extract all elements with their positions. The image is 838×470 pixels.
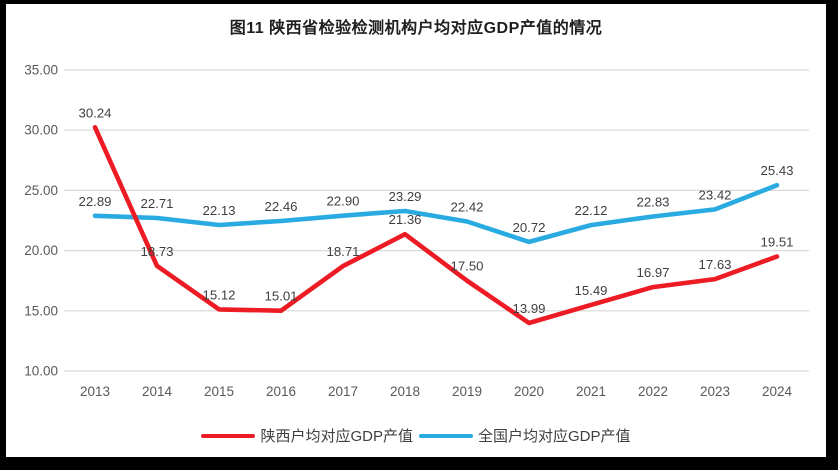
x-tick-label: 2022 (638, 384, 668, 399)
series-line (92, 125, 780, 326)
legend-swatch-blue-line (419, 433, 473, 438)
chart-frame: 图11 陕西省检验检测机构户均对应GDP产值的情况 10.00 15.00 20.0… (6, 4, 826, 457)
data-label: 22.46 (264, 199, 297, 214)
data-label: 22.42 (450, 199, 483, 214)
legend-item-shaanxi: 陕西户均对应GDP产值 (201, 425, 413, 446)
x-tick-label: 2017 (328, 384, 358, 399)
x-tick-label: 2021 (576, 384, 606, 399)
legend-swatch-red-line (201, 433, 256, 438)
data-label: 22.12 (574, 203, 607, 218)
data-label: 18.73 (140, 244, 173, 259)
y-tick-label: 25.00 (24, 183, 58, 198)
x-tick-label: 2018 (390, 384, 420, 399)
legend-item-national: 全国户均对应GDP产值 (419, 425, 631, 446)
data-label: 23.42 (698, 187, 731, 202)
y-tick-label: 35.00 (24, 63, 58, 78)
y-tick-label: 10.00 (24, 364, 58, 379)
line-chart: 10.00 15.00 20.00 25.00 30.00 35.00 2013 2014 20… (24, 63, 809, 399)
data-label: 22.71 (140, 196, 173, 211)
x-tick-label: 2014 (142, 384, 173, 399)
data-label: 22.13 (202, 203, 235, 218)
data-label: 23.29 (388, 189, 421, 204)
data-label: 19.51 (760, 234, 793, 249)
x-tick-label: 2024 (762, 384, 793, 399)
data-label: 15.12 (202, 287, 235, 302)
data-label: 15.01 (264, 289, 297, 304)
y-tick-label: 30.00 (24, 123, 58, 138)
x-tick-label: 2013 (80, 384, 110, 399)
x-tick-label: 2019 (452, 384, 482, 399)
data-label: 16.97 (636, 265, 669, 280)
data-label: 13.99 (512, 301, 545, 316)
data-label: 21.36 (388, 212, 421, 227)
x-tick-label: 2016 (266, 384, 296, 399)
data-label: 25.43 (760, 163, 793, 178)
data-label: 17.63 (698, 257, 731, 272)
legend-label-national: 全国户均对应GDP产值 (478, 428, 631, 445)
chart-title: 图11 陕西省检验检测机构户均对应GDP产值的情况 (229, 20, 603, 37)
x-tick-label: 2020 (514, 384, 544, 399)
y-tick-label: 20.00 (24, 243, 58, 258)
data-label: 22.89 (78, 194, 111, 209)
data-label: 17.50 (450, 259, 483, 274)
series-line (92, 182, 780, 245)
x-tick-label: 2023 (700, 384, 730, 399)
data-label: 30.24 (78, 105, 111, 120)
y-tick-label: 15.00 (24, 303, 58, 318)
data-label: 22.90 (326, 194, 359, 209)
x-tick-label: 2015 (204, 384, 234, 399)
legend-label-shaanxi: 陕西户均对应GDP产值 (260, 428, 413, 445)
data-label: 20.72 (512, 220, 545, 235)
data-label: 15.49 (574, 283, 607, 298)
data-label: 18.71 (326, 244, 359, 259)
chart-legend: 陕西户均对应GDP产值 全国户均对应GDP产值 (6, 425, 826, 446)
data-label: 22.83 (636, 195, 669, 210)
